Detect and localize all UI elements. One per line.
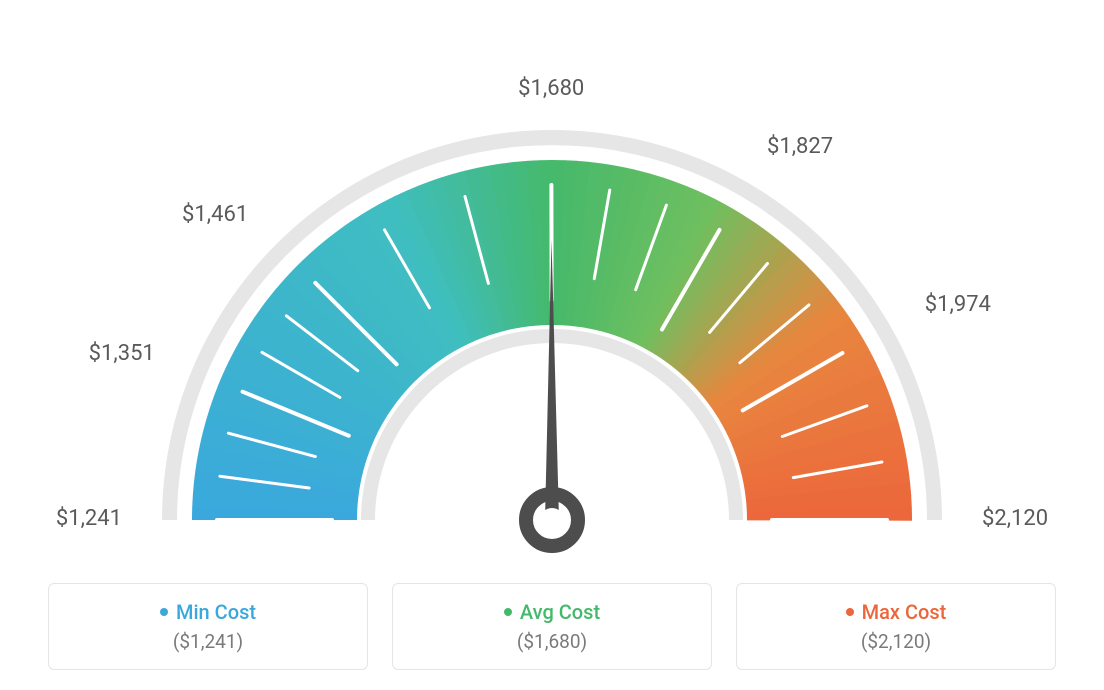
legend-title-max: Max Cost (846, 600, 947, 624)
gauge-tick-label: $1,974 (925, 292, 991, 317)
dot-icon (160, 608, 168, 616)
gauge-svg (0, 20, 1104, 560)
gauge-tick-label: $1,351 (65, 341, 155, 366)
dot-icon (504, 608, 512, 616)
legend-value-min: ($1,241) (69, 630, 347, 653)
legend-title-text: Max Cost (862, 600, 947, 624)
legend-value-max: ($2,120) (757, 630, 1035, 653)
legend-row: Min Cost ($1,241) Avg Cost ($1,680) Max … (0, 583, 1104, 670)
gauge-tick-label: $1,827 (767, 134, 833, 159)
legend-card-min: Min Cost ($1,241) (48, 583, 368, 670)
legend-title-text: Min Cost (176, 600, 256, 624)
gauge-tick-label: $1,680 (506, 76, 596, 101)
legend-title-min: Min Cost (160, 600, 256, 624)
legend-card-max: Max Cost ($2,120) (736, 583, 1056, 670)
legend-card-avg: Avg Cost ($1,680) (392, 583, 712, 670)
gauge-chart: $1,241 $1,351 $1,461 $1,680 $1,827 $1,974 $2,1… (0, 0, 1104, 560)
dot-icon (846, 608, 854, 616)
legend-value-avg: ($1,680) (413, 630, 691, 653)
gauge-tick-label: $2,120 (982, 506, 1048, 531)
legend-title-avg: Avg Cost (504, 600, 600, 624)
gauge-tick-label: $1,241 (32, 506, 122, 531)
legend-title-text: Avg Cost (520, 600, 600, 624)
gauge-tick-label: $1,461 (158, 202, 248, 227)
